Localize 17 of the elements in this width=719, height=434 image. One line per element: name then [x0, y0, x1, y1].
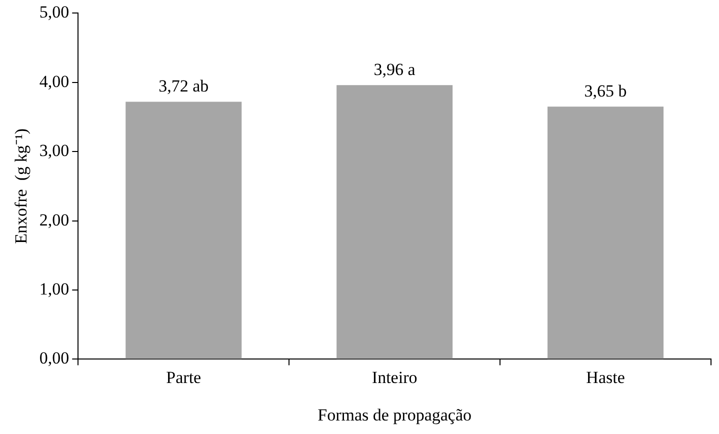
y-tick-label: 2,00	[39, 210, 70, 230]
y-tick-label: 3,00	[39, 141, 70, 160]
data-label: 3,96 a	[374, 60, 416, 80]
y-tick-label: 1,00	[39, 279, 70, 298]
data-label: 3,72 ab	[158, 76, 209, 96]
bar	[336, 85, 453, 359]
y-tick-label: 0,00	[39, 348, 70, 368]
x-tick-label: Haste	[586, 368, 625, 387]
y-tick-label: 5,00	[39, 2, 70, 22]
x-tick-label: Inteiro	[372, 368, 418, 387]
bar	[126, 102, 242, 359]
x-tick-label: Parte	[166, 368, 202, 387]
x-axis-title: Formas de propagação	[318, 405, 472, 424]
y-tick-label: 4,00	[39, 72, 70, 91]
bar	[548, 106, 664, 359]
data-label: 3,65 b	[584, 82, 627, 101]
y-axis-title: Enxofre (g kg⁻¹)	[12, 128, 31, 244]
